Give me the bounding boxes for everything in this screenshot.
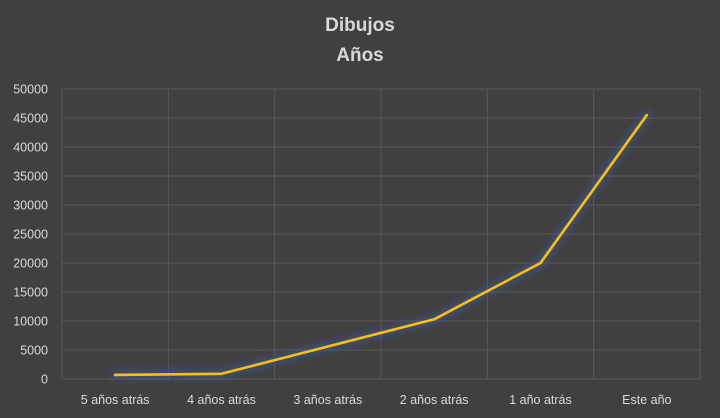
x-tick-label: 2 años atrás: [400, 393, 469, 407]
data-point: [539, 261, 542, 265]
data-point: [645, 113, 649, 117]
chart-subtitle: Años: [336, 45, 384, 66]
x-tick-label: 3 años atrás: [293, 393, 362, 407]
x-tick-label: 5 años atrás: [81, 393, 150, 407]
x-tick-label: 1 año atrás: [509, 393, 572, 407]
data-point: [432, 317, 436, 321]
series-line: [113, 113, 649, 377]
y-tick-label: 50000: [13, 83, 48, 97]
y-tick-label: 20000: [13, 257, 48, 271]
x-tick-label: Este año: [622, 393, 671, 407]
data-point: [326, 345, 330, 348]
y-tick-label: 35000: [13, 170, 48, 184]
y-tick-label: 25000: [13, 228, 48, 242]
x-tick-label: 4 años atrás: [187, 393, 256, 407]
y-tick-label: 15000: [13, 286, 48, 300]
chart-title: Dibujos: [325, 15, 395, 36]
y-tick-label: 45000: [13, 112, 48, 126]
data-point: [113, 373, 117, 377]
y-tick-label: 5000: [20, 344, 48, 358]
y-tick-label: 40000: [13, 141, 48, 155]
y-tick-label: 30000: [13, 199, 48, 213]
y-tick-label: 10000: [13, 315, 48, 329]
y-tick-label: 0: [41, 373, 48, 387]
data-point: [220, 372, 223, 376]
